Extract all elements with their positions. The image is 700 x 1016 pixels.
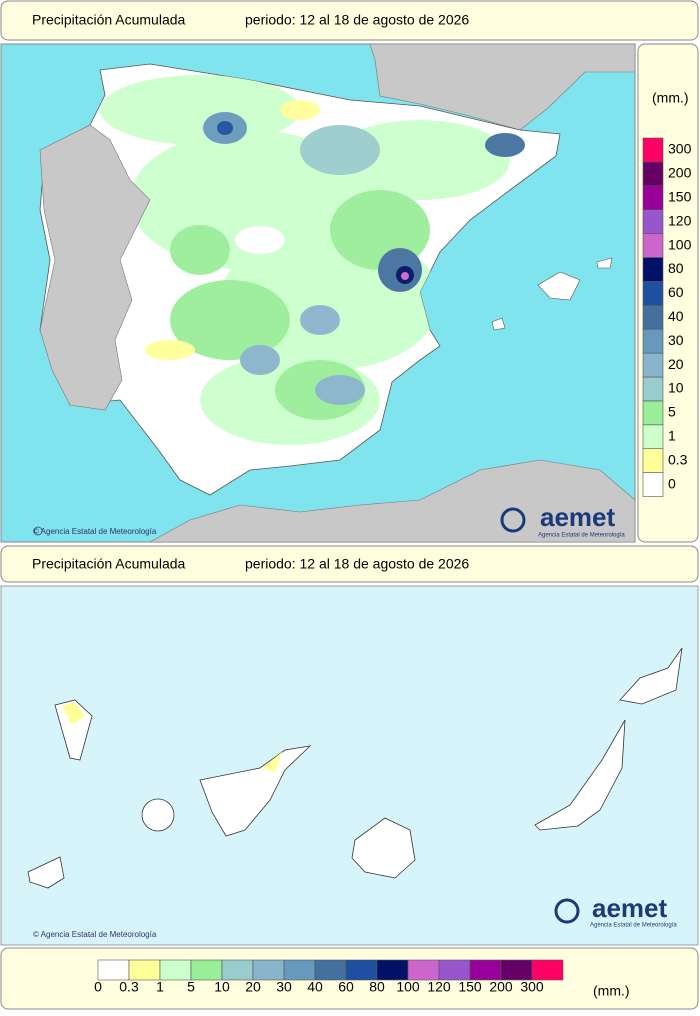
legend-label: 300 <box>668 141 692 157</box>
legend-swatch <box>642 281 664 306</box>
logo: aemet <box>592 893 667 923</box>
legend-label: 30 <box>276 979 292 995</box>
bottom-legend-unit: (mm.) <box>593 983 630 999</box>
legend-swatch <box>642 352 664 378</box>
side-legend-unit: (mm.) <box>652 90 689 106</box>
legend-label: 5 <box>668 404 676 420</box>
legend-label: 60 <box>338 979 354 995</box>
header-bar <box>0 0 699 41</box>
logo: aemet <box>540 502 615 532</box>
legend-swatch <box>128 959 161 981</box>
period: periodo: 12 al 18 de agosto de 2026 <box>245 12 469 28</box>
legend-label: 80 <box>369 979 385 995</box>
legend-label: 5 <box>187 979 195 995</box>
legend-swatch <box>252 959 285 981</box>
legend-label: 20 <box>245 979 261 995</box>
legend-label: 120 <box>668 212 692 228</box>
legend-swatch <box>642 137 664 163</box>
legend-swatch <box>531 959 564 981</box>
legend-label: 100 <box>396 979 420 995</box>
period: periodo: 12 al 18 de agosto de 2026 <box>245 556 469 572</box>
header-bar <box>0 545 699 583</box>
legend-swatch <box>642 233 664 258</box>
legend-swatch <box>642 257 664 282</box>
logo-subtitle: Agencia Estatal de Meteorología <box>590 923 677 929</box>
legend-swatch <box>407 959 440 981</box>
legend-swatch <box>642 472 664 497</box>
canarias-map: © Agencia Estatal de Meteorología aemet … <box>0 585 699 946</box>
legend-label: 200 <box>489 979 513 995</box>
legend-label: 1 <box>668 427 676 443</box>
legend-label: 0.3 <box>668 451 688 467</box>
legend-swatch <box>283 959 316 981</box>
legend-label: 150 <box>668 188 692 204</box>
legend-label: 10 <box>214 979 230 995</box>
legend-label: 300 <box>520 979 544 995</box>
legend-label: 30 <box>668 332 684 348</box>
legend-swatch <box>159 959 192 981</box>
logo-subtitle: Agencia Estatal de Meteorología <box>538 533 625 539</box>
legend-swatch <box>376 959 409 981</box>
peninsula-map: © Agencia Estatal de Meteorología aemet … <box>0 43 636 543</box>
legend-swatch <box>642 424 664 449</box>
legend-swatch <box>642 328 664 354</box>
legend-label: 40 <box>307 979 323 995</box>
legend-swatch <box>642 185 664 211</box>
legend-swatch <box>221 959 254 981</box>
title: Precipitación Acumulada <box>32 556 186 572</box>
legend-swatch <box>642 400 664 426</box>
legend-label: 0 <box>668 475 676 491</box>
legend-label: 200 <box>668 165 692 181</box>
legend-label: 120 <box>427 979 451 995</box>
legend-label: 0 <box>94 979 102 995</box>
legend-label: 20 <box>668 356 684 372</box>
legend-label: 60 <box>668 284 684 300</box>
legend-swatch <box>642 448 664 473</box>
legend-swatch <box>314 959 347 981</box>
legend-swatch <box>97 959 130 981</box>
legend-swatch <box>345 959 378 981</box>
credit: © Agencia Estatal de Meteorología <box>33 930 157 939</box>
legend-label: 100 <box>668 236 692 252</box>
legend-swatch <box>500 959 533 981</box>
legend-swatch <box>190 959 223 981</box>
legend-label: 0.3 <box>119 979 139 995</box>
legend-swatch <box>438 959 471 981</box>
credit: © Agencia Estatal de Meteorología <box>33 527 157 536</box>
legend-swatch <box>642 376 664 402</box>
legend-swatch <box>642 209 664 234</box>
legend-swatch <box>469 959 502 981</box>
legend-swatch <box>642 304 664 330</box>
legend-label: 1 <box>156 979 164 995</box>
legend-label: 40 <box>668 308 684 324</box>
legend-swatch <box>642 161 664 187</box>
legend-label: 150 <box>458 979 482 995</box>
legend-label: 80 <box>668 260 684 276</box>
title: Precipitación Acumulada <box>32 12 186 28</box>
legend-label: 10 <box>668 380 684 396</box>
